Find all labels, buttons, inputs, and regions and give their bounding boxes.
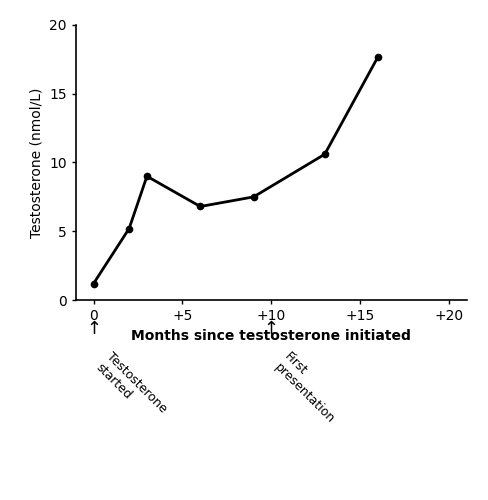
Text: ↑: ↑ <box>264 320 278 338</box>
X-axis label: Months since testosterone initiated: Months since testosterone initiated <box>131 328 410 342</box>
Text: Testosterone
started: Testosterone started <box>93 350 169 426</box>
Y-axis label: Testosterone (nmol/L): Testosterone (nmol/L) <box>30 88 43 238</box>
Text: First
presentation: First presentation <box>271 350 346 426</box>
Text: ↑: ↑ <box>86 320 101 338</box>
